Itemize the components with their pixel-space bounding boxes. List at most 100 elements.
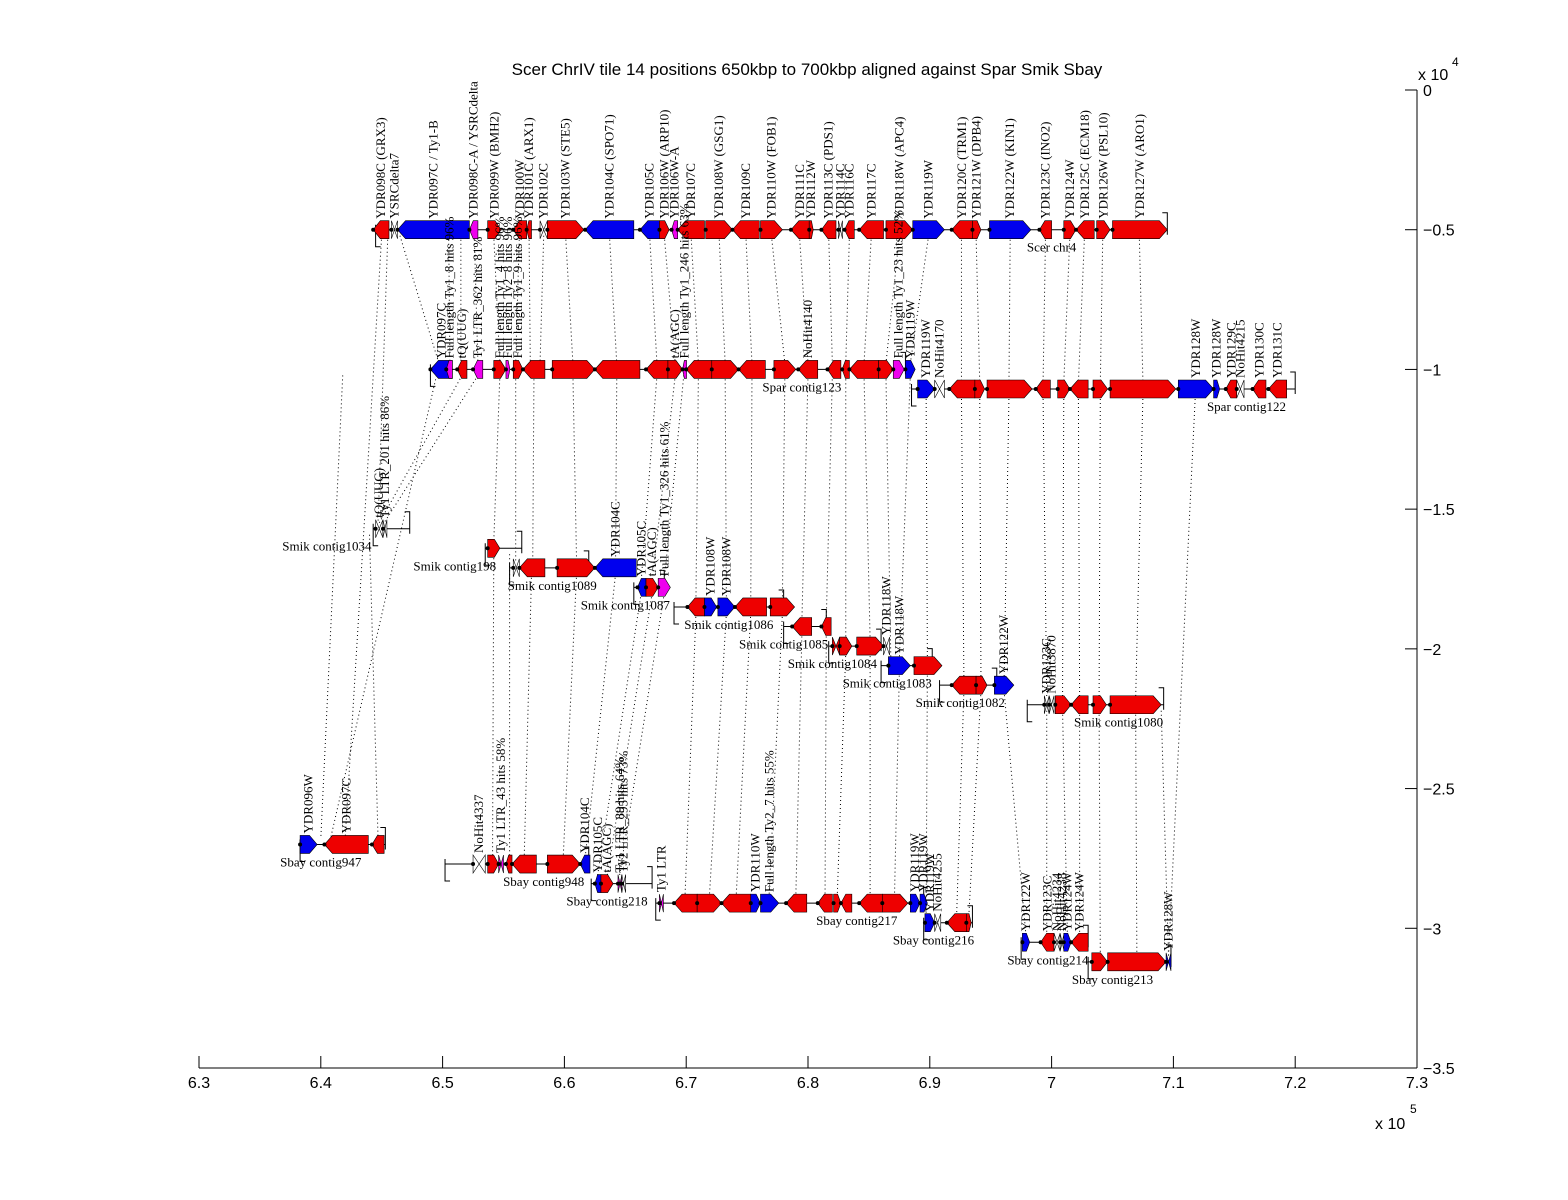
contig-label: Smik contig1089: [508, 578, 597, 593]
gene-arrow: [487, 538, 501, 558]
contig-label: Smik contig1086: [684, 617, 774, 632]
alignment-link: [565, 235, 574, 364]
gene-boundary-dot: [1108, 386, 1113, 391]
gene-label: YDR123C (INO2): [1038, 122, 1053, 219]
gene-boundary-dot: [524, 227, 529, 232]
gene-boundary-dot: [485, 546, 490, 551]
gene-label: YDR104C (SPO71): [601, 114, 616, 218]
gene-label: Full length Ty1_23 hits 52%: [891, 210, 906, 359]
gene-boundary-dot: [883, 227, 888, 232]
gene-boundary-dot: [520, 367, 525, 372]
gene-label: YDR129C: [1223, 322, 1238, 378]
gene-boundary-dot: [1266, 386, 1271, 391]
gene-boundary-dot: [807, 227, 812, 232]
contig-start-bracket: [939, 680, 945, 703]
gene-boundary-dot: [428, 367, 433, 372]
contig-label: Sbay contig948: [503, 874, 584, 889]
contig-end-bracket: [647, 866, 653, 889]
gene-arrow: [673, 893, 698, 913]
gene-label: YDR108W: [718, 536, 733, 596]
gene-arrow: [1070, 932, 1089, 952]
gene-arrow: [844, 220, 855, 240]
gene-arrow: [493, 360, 507, 379]
gene-arrow: [1057, 379, 1071, 399]
gene-boundary-dot: [1069, 940, 1074, 945]
gene-arrow: [1213, 379, 1220, 399]
gene-arrow: [1039, 220, 1052, 240]
alignment-link: [718, 235, 726, 364]
gene-arrow: [324, 835, 369, 854]
gene-label: YDR105C: [634, 521, 649, 577]
gene-boundary-dot: [903, 367, 908, 372]
x-tick-label: 7.1: [1162, 1075, 1184, 1092]
gene-boundary-dot: [1223, 386, 1228, 391]
gene-label: YDR101C (ARX1): [521, 117, 536, 218]
gene-boundary-dot: [932, 386, 937, 391]
gene-label: Full length Ty1_246 hits 63%: [677, 203, 692, 358]
alignment-link: [979, 394, 982, 680]
gene-arrow: [579, 854, 591, 874]
contig-start-bracket: [911, 383, 917, 407]
gene-boundary-dot: [583, 227, 588, 232]
gene-boundary-dot: [910, 227, 915, 232]
gene-boundary-dot: [985, 386, 990, 391]
contig-start-bracket: [372, 523, 379, 547]
gene-boundary-dot: [496, 862, 501, 867]
alignment-link: [968, 691, 982, 917]
gene-label: YDR119W: [907, 833, 922, 892]
gene-label: YDR113C (PDS1): [821, 121, 836, 218]
gene-arrow: [391, 220, 398, 239]
gene-label: YDR104C: [577, 797, 592, 853]
gene-boundary-dot: [702, 604, 707, 609]
contig-label: Smik contig1087: [581, 597, 671, 612]
gene-label: YDR122W (KIN1): [1002, 118, 1017, 219]
gene-boundary-dot: [555, 565, 560, 570]
gene-boundary-dot: [730, 227, 735, 232]
alignment-link: [539, 235, 545, 364]
gene-arrow: [704, 597, 718, 617]
gene-label: Ty1 LTR_201 hits 86%: [377, 396, 392, 518]
gene-label: NoHit4255: [930, 853, 945, 912]
gene-arrow: [841, 360, 850, 379]
gene-label: YDR128W: [1209, 318, 1224, 378]
gene-arrow: [934, 913, 942, 932]
x-tick-label: 6.3: [188, 1075, 210, 1092]
gene-arrow: [856, 636, 884, 656]
gene-arrow: [1091, 952, 1109, 972]
gene-boundary-dot: [517, 565, 522, 570]
gene-arrow: [551, 360, 596, 379]
gene-boundary-dot: [838, 901, 843, 906]
gene-arrow: [1252, 379, 1267, 399]
contig-label: Scer chr4: [1027, 240, 1077, 255]
alignment-link: [1077, 235, 1085, 384]
alignment-link: [320, 375, 344, 839]
gene-boundary-dot: [669, 227, 674, 232]
gene-boundary-dot: [796, 367, 801, 372]
gene-boundary-dot: [831, 901, 836, 906]
alignment-link: [975, 235, 981, 384]
contig-start-bracket: [484, 543, 491, 566]
gene-boundary-dot: [911, 663, 916, 668]
gene-arrow: [1040, 932, 1055, 952]
gene-boundary-dot: [944, 920, 949, 925]
gene-arrow: [951, 675, 977, 695]
gene-boundary-dot: [538, 227, 543, 232]
gene-boundary-dot: [715, 604, 720, 609]
contig-end-bracket: [1158, 687, 1165, 710]
gene-label: tQ(UUG): [371, 468, 386, 518]
gene-label: YDR126W (PSL10): [1095, 112, 1110, 218]
gene-boundary-dot: [847, 367, 852, 372]
alignment-link: [1135, 710, 1138, 956]
gene-arrow: [769, 597, 796, 617]
gene-arrow: [721, 893, 752, 913]
gene-arrow: [849, 360, 879, 379]
gene-arrow: [547, 220, 585, 240]
y-axis: 0 −0.5 −1 −1.5 −2 −2.5 −3 −3.5: [1405, 83, 1455, 1078]
alignment-link: [369, 534, 379, 839]
gene-label: YDR097C / Ty1-B: [425, 120, 440, 219]
gene-arrow: [888, 656, 911, 675]
gene-arrow: [487, 854, 499, 874]
gene-label: YDR123C: [1039, 638, 1054, 694]
gene-arrow: [505, 854, 513, 874]
